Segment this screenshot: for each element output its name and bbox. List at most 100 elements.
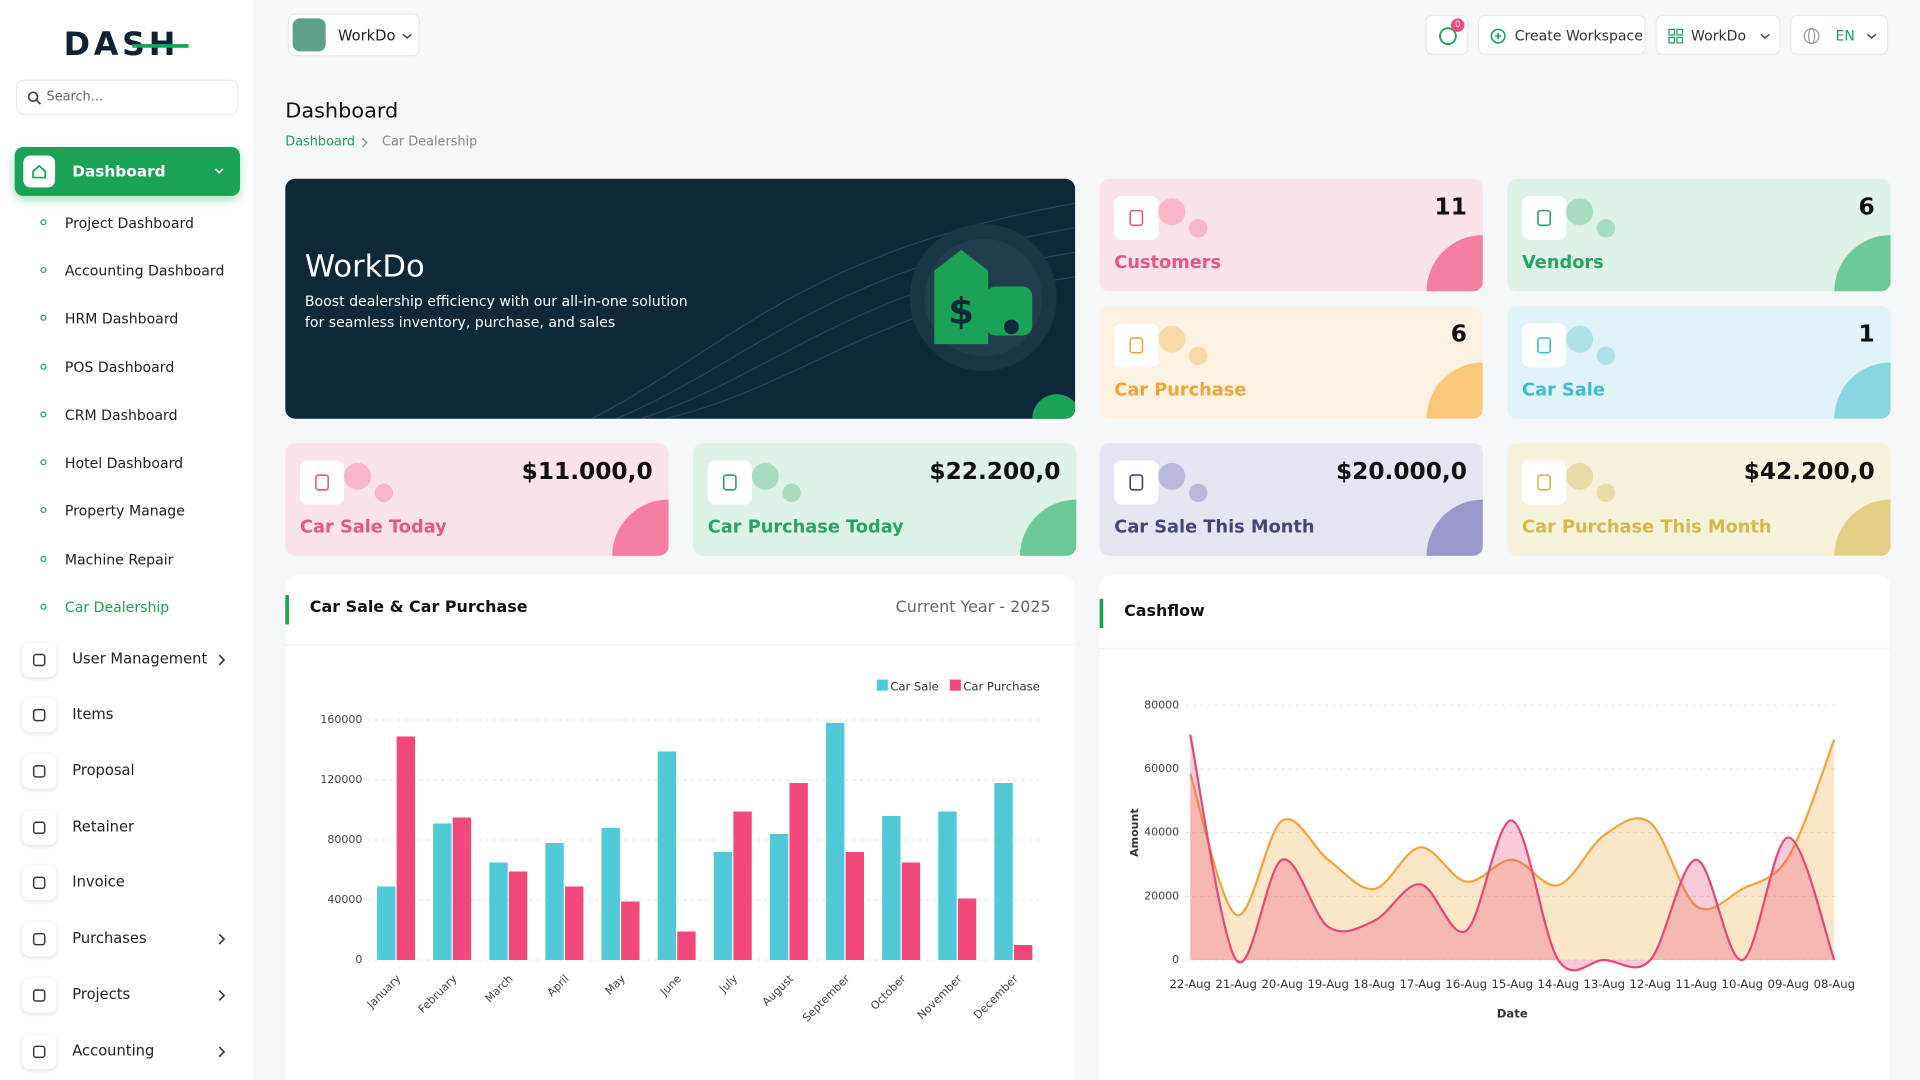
menu-icon xyxy=(22,697,57,733)
menu-label: Invoice xyxy=(72,873,125,891)
card-label: Car Sale Today xyxy=(300,517,447,538)
icon xyxy=(1129,337,1144,354)
chevron xyxy=(1866,33,1877,39)
submenu-item[interactable]: POS Dashboard xyxy=(37,356,245,378)
chart-subtitle: Current Year - 2025 xyxy=(895,598,1051,618)
submenu-label: HRM Dashboard xyxy=(64,309,179,327)
divider xyxy=(1099,647,1890,649)
submenu-item[interactable]: Machine Repair xyxy=(37,549,245,571)
search-placeholder: Search... xyxy=(46,89,103,105)
menu-icon xyxy=(22,810,57,845)
breadcrumb-link[interactable]: Dashboard xyxy=(285,134,356,150)
menu-item[interactable]: Items xyxy=(22,697,236,733)
icon xyxy=(722,474,737,491)
corner xyxy=(1426,499,1483,556)
button-label: Create Workspace xyxy=(1514,26,1643,45)
stat-card[interactable]: $20.000,0 Car Sale This Month xyxy=(1099,443,1483,556)
submenu-item[interactable]: CRM Dashboard xyxy=(37,404,245,426)
divider xyxy=(285,644,1076,646)
chevron-line xyxy=(218,654,226,666)
corner xyxy=(1426,362,1483,419)
icon xyxy=(1129,474,1144,491)
stat-card[interactable]: 6 Car Purchase xyxy=(1099,306,1483,419)
icon-shape xyxy=(1537,209,1552,227)
menu-item[interactable]: Retainer xyxy=(22,810,236,845)
icon xyxy=(32,708,46,722)
menu-item[interactable]: Projects xyxy=(22,978,236,1013)
stat-card[interactable]: $22.200,0 Car Purchase Today xyxy=(693,443,1077,556)
corner xyxy=(1020,499,1077,556)
decor-circle xyxy=(1158,198,1186,226)
card-value: 6 xyxy=(1858,193,1875,221)
active-menu[interactable]: Dashboard xyxy=(14,146,240,196)
menu-label: Retainer xyxy=(72,817,135,836)
submenu-label: Car Dealership xyxy=(64,598,170,616)
workspace-select[interactable]: WorkDo xyxy=(287,13,420,57)
banner: $ WorkDo Boost dealership efficiency wit… xyxy=(285,178,1076,419)
chevron xyxy=(218,933,226,945)
card-icon xyxy=(1522,323,1567,368)
decor-circle xyxy=(782,483,801,503)
menu-item[interactable]: Proposal xyxy=(22,754,236,789)
bullet xyxy=(40,411,47,418)
create-workspace-button[interactable]: Create Workspace xyxy=(1477,14,1646,56)
card-value: $42.200,0 xyxy=(1743,457,1875,485)
menu-item[interactable]: User Management xyxy=(22,642,236,678)
icon-shape xyxy=(32,876,46,890)
submenu-label: CRM Dashboard xyxy=(64,406,178,424)
submenu-item[interactable]: Property Manage xyxy=(37,500,245,522)
search-box[interactable]: Search... xyxy=(15,79,239,116)
submenu-item[interactable]: HRM Dashboard xyxy=(37,307,245,329)
icon-shape xyxy=(32,1045,46,1059)
menu-icon xyxy=(22,642,57,678)
icon xyxy=(1129,209,1144,227)
stat-card[interactable]: 11 Customers xyxy=(1099,178,1483,292)
bullet xyxy=(40,603,47,610)
card-value: $20.000,0 xyxy=(1335,457,1467,485)
decor-circle xyxy=(1566,198,1594,226)
submenu-item[interactable]: Car Dealership xyxy=(37,596,245,618)
corner xyxy=(1834,362,1891,419)
submenu-item[interactable]: Hotel Dashboard xyxy=(37,452,245,474)
decor-circle xyxy=(1158,462,1186,490)
card-label: Car Sale xyxy=(1522,380,1605,401)
breadcrumb-current: Car Dealership xyxy=(382,134,478,150)
menu-label: Proposal xyxy=(72,761,135,779)
icon-shape xyxy=(1537,474,1552,491)
submenu-item[interactable]: Project Dashboard xyxy=(37,212,245,234)
submenu-item[interactable]: Accounting Dashboard xyxy=(37,260,245,282)
cashflow-card: Cashflow xyxy=(1099,575,1890,1080)
menu-item[interactable]: Accounting xyxy=(22,1034,236,1069)
menu-icon xyxy=(22,865,57,900)
chevron xyxy=(218,1046,226,1058)
card-value: 1 xyxy=(1858,320,1875,348)
menu-item[interactable]: Purchases xyxy=(22,922,236,957)
icon xyxy=(1537,209,1552,227)
banner-title: WorkDo xyxy=(304,248,425,285)
home-icon xyxy=(32,164,47,179)
chart-title: Car Sale & Car Purchase xyxy=(309,598,528,618)
card-icon xyxy=(1522,195,1567,240)
stat-card[interactable]: 1 Car Sale xyxy=(1507,306,1891,419)
decor-circle xyxy=(751,462,779,490)
accent xyxy=(285,595,289,625)
menu-icon xyxy=(22,1034,57,1069)
stat-card[interactable]: $11.000,0 Car Sale Today xyxy=(285,443,669,556)
menu-icon xyxy=(23,155,56,188)
card-label: Car Sale This Month xyxy=(1114,517,1315,538)
card-icon xyxy=(1114,195,1159,240)
menu-label: Accounting xyxy=(72,1042,155,1060)
stat-card[interactable]: 6 Vendors xyxy=(1507,178,1891,292)
card-value: 11 xyxy=(1434,193,1467,221)
bullet xyxy=(40,555,47,563)
language-button[interactable]: EN xyxy=(1790,14,1889,56)
decor-circle xyxy=(1596,219,1616,238)
menu-label: Dashboard xyxy=(72,161,166,180)
stat-card[interactable]: $42.200,0 Car Purchase This Month xyxy=(1507,443,1891,556)
user-button[interactable]: WorkDo xyxy=(1655,14,1781,56)
chevron-line xyxy=(218,990,226,1001)
menu-item[interactable]: Invoice xyxy=(22,865,236,900)
chat-button[interactable]: 0 xyxy=(1425,14,1469,56)
icon xyxy=(32,876,46,890)
